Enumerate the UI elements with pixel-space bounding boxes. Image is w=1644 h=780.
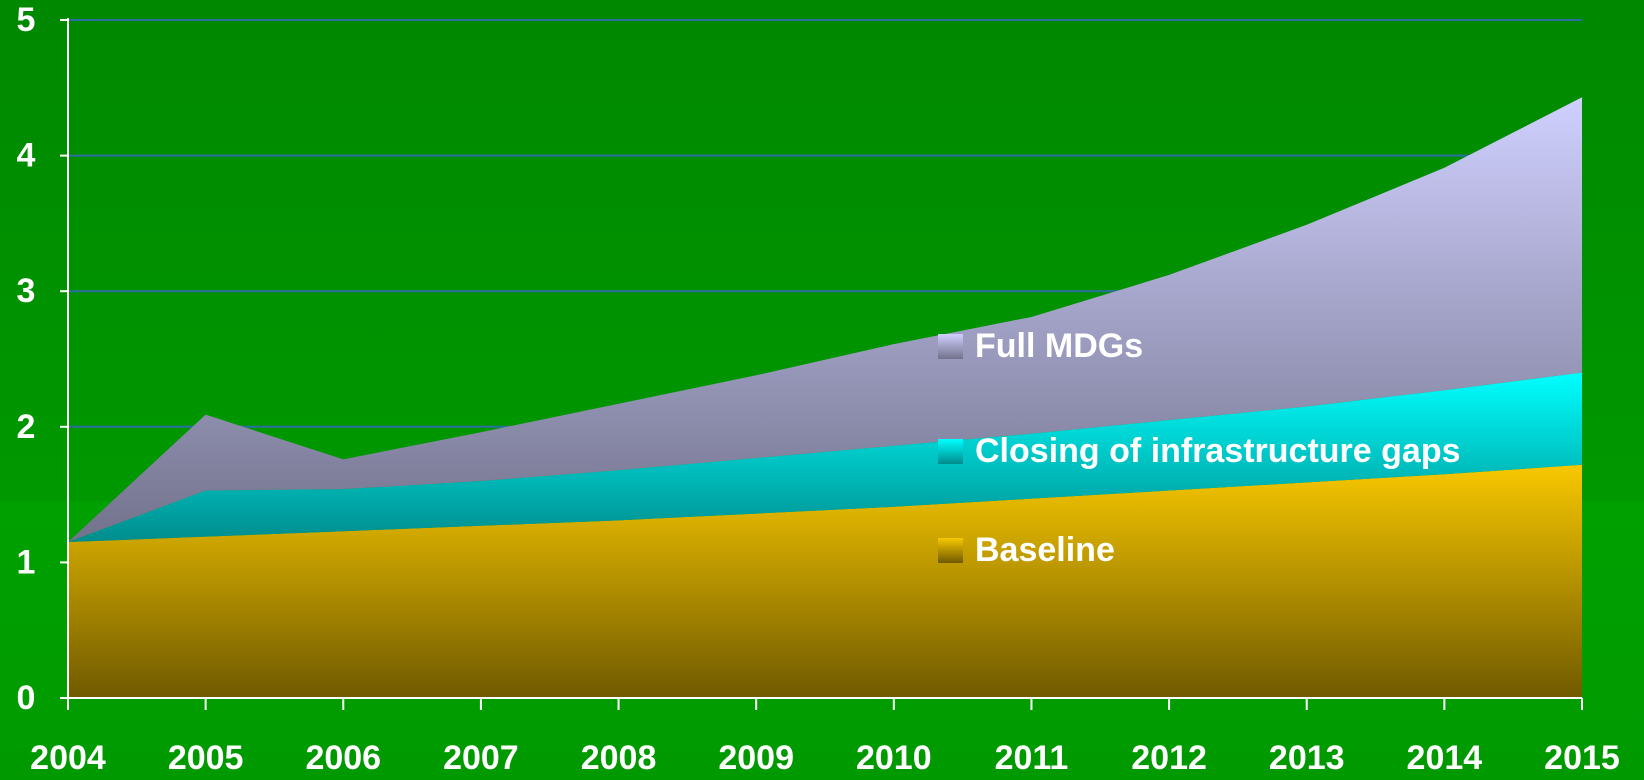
y-tick-label: 2 <box>17 408 36 446</box>
x-tick-label: 2010 <box>856 739 932 777</box>
x-tick-label: 2013 <box>1269 739 1345 777</box>
x-tick-label: 2009 <box>718 739 794 777</box>
legend-label: Closing of infrastructure gaps <box>975 432 1461 470</box>
legend-label: Full MDGs <box>975 327 1143 365</box>
y-tick-label: 1 <box>17 543 36 581</box>
y-tick-label: 5 <box>17 1 36 39</box>
area <box>68 97 1582 543</box>
legend-swatch <box>938 439 963 464</box>
legend-label: Baseline <box>975 531 1115 569</box>
x-tick-label: 2012 <box>1131 739 1207 777</box>
x-tick-label: 2006 <box>305 739 381 777</box>
y-tick-label: 0 <box>17 679 36 717</box>
x-tick-label: 2014 <box>1407 739 1483 777</box>
area <box>68 464 1582 698</box>
y-tick-label: 4 <box>17 137 36 175</box>
x-tick-label: 2015 <box>1544 739 1620 777</box>
legend-swatch <box>938 538 963 563</box>
legend-swatch <box>938 334 963 359</box>
x-tick-label: 2007 <box>443 739 519 777</box>
x-tick-label: 2011 <box>995 739 1069 777</box>
x-tick-label: 2008 <box>581 739 657 777</box>
area <box>68 372 1582 543</box>
x-tick-label: 2005 <box>168 739 244 777</box>
y-tick-label: 3 <box>17 272 36 310</box>
x-tick-label: 2004 <box>30 739 106 777</box>
